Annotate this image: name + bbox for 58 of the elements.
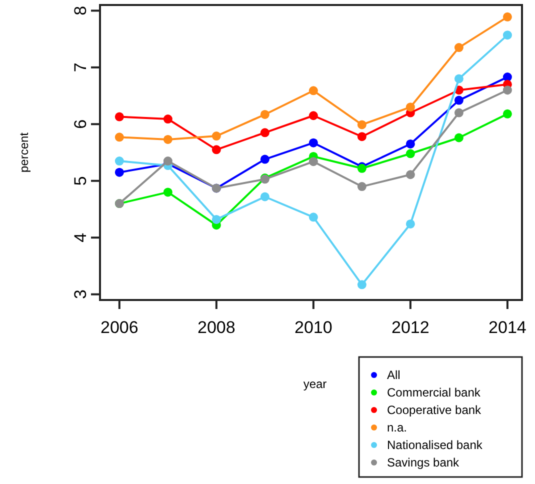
- point: [163, 156, 172, 166]
- point: [308, 86, 318, 96]
- point: [454, 43, 464, 52]
- point: [357, 280, 366, 290]
- point: [114, 112, 124, 122]
- legend-label: Commercial bank: [387, 386, 482, 400]
- legend-label: n.a.: [387, 420, 408, 434]
- legend-label: Cooperative bank: [387, 403, 482, 417]
- x-tick-label: 2010: [294, 318, 332, 337]
- point: [406, 139, 415, 148]
- point: [212, 132, 221, 141]
- y-tick-label: 5: [71, 176, 90, 186]
- point: [260, 128, 270, 138]
- point: [357, 182, 366, 192]
- point: [406, 149, 415, 158]
- point: [454, 108, 464, 118]
- y-axis-title: percent: [17, 132, 31, 173]
- y-tick-label: 7: [71, 62, 90, 72]
- x-tick-label: 2012: [392, 318, 430, 337]
- x-tick-label: 2006: [100, 318, 138, 337]
- y-tick-label: 8: [71, 6, 90, 16]
- point: [260, 154, 270, 164]
- point: [406, 219, 415, 228]
- point: [163, 134, 172, 144]
- point: [163, 188, 172, 197]
- point: [260, 192, 270, 202]
- y-tick-label: 4: [71, 232, 90, 242]
- point: [260, 110, 270, 119]
- point: [308, 157, 318, 166]
- point: [114, 132, 124, 142]
- point: [406, 102, 415, 112]
- point: [114, 156, 124, 166]
- y-tick-label: 3: [71, 290, 90, 300]
- point: [212, 145, 221, 154]
- point: [114, 168, 124, 177]
- point: [357, 120, 366, 130]
- point: [454, 74, 464, 84]
- legend-label: Nationalised bank: [387, 438, 484, 452]
- legend-label: All: [387, 368, 400, 382]
- point: [308, 111, 318, 120]
- point: [212, 214, 221, 224]
- point: [502, 72, 512, 82]
- point: [406, 170, 415, 180]
- legend-label: Savings bank: [387, 456, 460, 470]
- point: [454, 133, 464, 142]
- point: [502, 12, 512, 22]
- point: [502, 30, 512, 40]
- y-tick-label: 6: [71, 119, 90, 129]
- x-tick-label: 2014: [488, 318, 526, 337]
- point: [454, 96, 464, 105]
- point: [308, 212, 318, 222]
- point: [163, 114, 172, 124]
- point: [308, 138, 318, 148]
- x-tick-label: 2008: [198, 318, 236, 337]
- point: [357, 132, 366, 142]
- point: [502, 109, 512, 118]
- point: [502, 86, 512, 95]
- x-axis-title: year: [303, 377, 327, 391]
